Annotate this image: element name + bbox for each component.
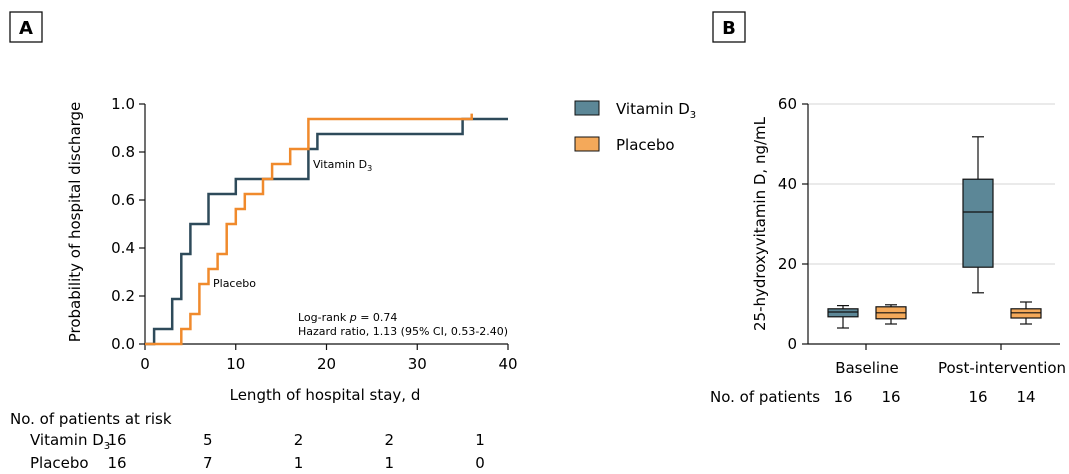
- box-category-label: Post-intervention: [938, 359, 1066, 377]
- logrank-text: Log-rank p = 0.74: [298, 311, 397, 324]
- risk-value: 2: [294, 431, 304, 449]
- patients-count: 16: [881, 388, 900, 406]
- box-category-label: Baseline: [835, 359, 899, 377]
- km-label-placebo: Placebo: [213, 277, 256, 290]
- km-x-tick-label: 0: [140, 355, 150, 373]
- km-x-tick-label: 20: [317, 355, 336, 373]
- km-line-placebo: [145, 113, 473, 346]
- risk-value: 1: [384, 454, 394, 472]
- risk-value: 2: [384, 431, 394, 449]
- hazard-text: Hazard ratio, 1.13 (95% CI, 0.53-2.40): [298, 325, 508, 338]
- km-chart: Length of hospital stay, d Probability o…: [66, 95, 518, 404]
- km-y-tick-label: 0.6: [111, 191, 135, 209]
- patients-label: No. of patients: [710, 388, 820, 406]
- box-y-title: 25-hydroxyvitamin D, ng/mL: [751, 116, 769, 331]
- km-label-vitamin: Vitamin D3: [313, 158, 372, 173]
- patients-count: 16: [968, 388, 987, 406]
- box-placebo-baseline: [875, 304, 907, 325]
- risk-value: 16: [107, 431, 126, 449]
- risk-label-placebo: Placebo: [30, 454, 89, 472]
- risk-value: 0: [475, 454, 485, 472]
- legend: Vitamin D3 Placebo: [574, 100, 696, 154]
- box-vitamin-post: [962, 136, 994, 294]
- risk-table: No. of patients at risk Vitamin D3 Place…: [10, 410, 485, 472]
- legend-swatch-vitamin: [574, 100, 600, 116]
- risk-value: 1: [294, 454, 304, 472]
- patients-count: 16: [833, 388, 852, 406]
- km-x-title: Length of hospital stay, d: [230, 386, 421, 404]
- panel-a-box: [9, 11, 43, 43]
- box-y-tick-label: 20: [778, 255, 797, 273]
- patients-count: 14: [1016, 388, 1035, 406]
- box-placebo-post: [1010, 301, 1042, 325]
- km-y-tick-label: 1.0: [111, 95, 135, 113]
- panel-b-box: [712, 11, 746, 43]
- legend-swatch-placebo: [574, 136, 600, 152]
- km-y-title: Probability of hospital discharge: [66, 102, 84, 343]
- km-y-tick-label: 0.0: [111, 335, 135, 353]
- panel-a-label: A: [19, 18, 33, 39]
- box-chart: 25-hydroxyvitamin D, ng/mL 0 20 40 60 Baseli…: [710, 95, 1066, 406]
- risk-value: 5: [203, 431, 213, 449]
- box-y-tick-label: 40: [778, 175, 797, 193]
- risk-value: 7: [203, 454, 213, 472]
- risk-value: 16: [107, 454, 126, 472]
- box-y-tick-label: 0: [787, 335, 797, 353]
- km-y-tick-label: 0.8: [111, 143, 135, 161]
- km-x-tick-label: 40: [498, 355, 517, 373]
- legend-label-placebo: Placebo: [616, 136, 675, 154]
- risk-title: No. of patients at risk: [10, 410, 172, 428]
- km-x-tick-label: 30: [408, 355, 427, 373]
- risk-value: 1: [475, 431, 485, 449]
- risk-label-vitamin: Vitamin D3: [30, 431, 110, 452]
- box-y-tick-label: 60: [778, 95, 797, 113]
- box-vitamin-baseline: [827, 305, 859, 329]
- km-line-vitamin: [145, 117, 508, 346]
- panel-b-label: B: [722, 18, 736, 39]
- km-x-tick-label: 10: [226, 355, 245, 373]
- legend-label-vitamin: Vitamin D3: [616, 100, 696, 121]
- km-y-tick-label: 0.4: [111, 239, 135, 257]
- km-y-tick-label: 0.2: [111, 287, 135, 305]
